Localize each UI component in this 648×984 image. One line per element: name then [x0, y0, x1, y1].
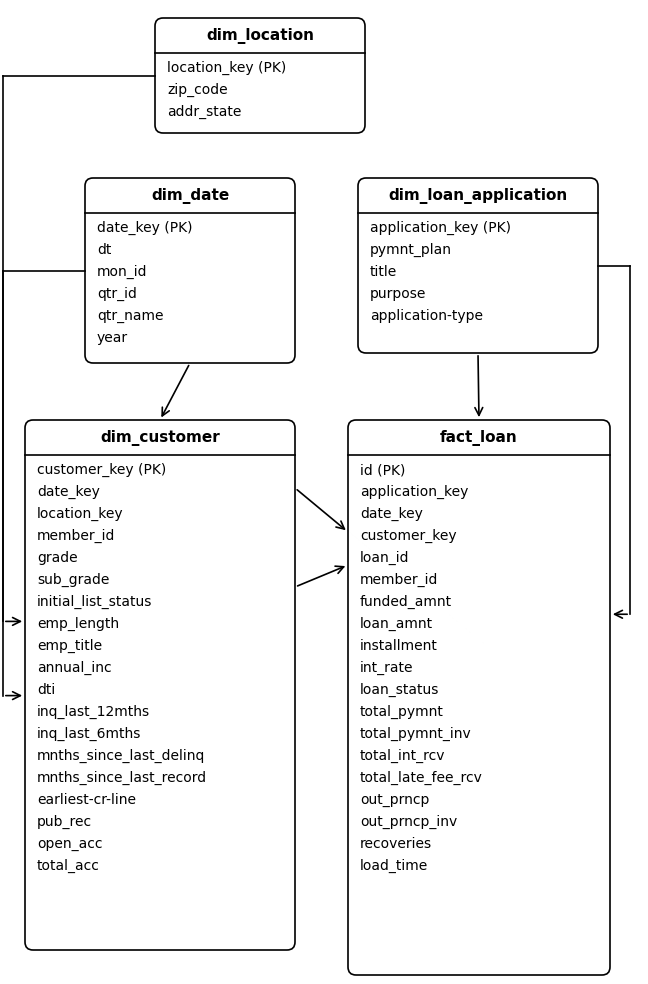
Text: location_key (PK): location_key (PK) [167, 61, 286, 76]
Text: qtr_name: qtr_name [97, 309, 163, 324]
Text: application-type: application-type [370, 309, 483, 324]
Text: mnths_since_last_record: mnths_since_last_record [37, 771, 207, 785]
Text: total_pymnt: total_pymnt [360, 706, 444, 719]
FancyBboxPatch shape [85, 178, 295, 363]
Text: id (PK): id (PK) [360, 463, 406, 477]
Text: purpose: purpose [370, 287, 426, 301]
Text: grade: grade [37, 551, 78, 566]
Text: initial_list_status: initial_list_status [37, 595, 152, 609]
Text: dim_location: dim_location [206, 28, 314, 43]
Text: installment: installment [360, 640, 438, 653]
FancyBboxPatch shape [155, 18, 365, 133]
Text: zip_code: zip_code [167, 84, 227, 97]
Text: total_acc: total_acc [37, 859, 100, 874]
Text: pub_rec: pub_rec [37, 816, 92, 830]
Text: dti: dti [37, 684, 55, 698]
Text: loan_status: loan_status [360, 683, 439, 698]
Text: out_prncp_inv: out_prncp_inv [360, 816, 457, 830]
Text: open_acc: open_acc [37, 837, 102, 851]
Text: total_late_fee_rcv: total_late_fee_rcv [360, 771, 483, 785]
Text: mon_id: mon_id [97, 266, 148, 279]
Text: qtr_id: qtr_id [97, 287, 137, 301]
Text: application_key (PK): application_key (PK) [370, 221, 511, 235]
FancyBboxPatch shape [358, 178, 598, 353]
Text: recoveries: recoveries [360, 837, 432, 851]
Text: date_key (PK): date_key (PK) [97, 221, 192, 235]
Text: dim_loan_application: dim_loan_application [388, 188, 568, 204]
Text: dim_customer: dim_customer [100, 429, 220, 446]
Text: int_rate: int_rate [360, 661, 413, 675]
Text: emp_title: emp_title [37, 640, 102, 653]
Text: annual_inc: annual_inc [37, 661, 111, 675]
Text: loan_id: loan_id [360, 551, 410, 566]
Text: customer_key (PK): customer_key (PK) [37, 463, 167, 477]
FancyBboxPatch shape [25, 420, 295, 950]
Text: inq_last_6mths: inq_last_6mths [37, 727, 141, 742]
Text: funded_amnt: funded_amnt [360, 595, 452, 609]
Text: load_time: load_time [360, 859, 428, 874]
Text: date_key: date_key [37, 485, 100, 500]
Text: addr_state: addr_state [167, 105, 241, 119]
Text: loan_amnt: loan_amnt [360, 617, 433, 632]
Text: member_id: member_id [360, 574, 439, 587]
FancyBboxPatch shape [348, 420, 610, 975]
Text: total_int_rcv: total_int_rcv [360, 750, 446, 764]
Text: date_key: date_key [360, 508, 423, 522]
Text: dt: dt [97, 243, 111, 258]
Text: member_id: member_id [37, 529, 115, 543]
Text: customer_key: customer_key [360, 529, 457, 543]
Text: fact_loan: fact_loan [440, 429, 518, 446]
Text: location_key: location_key [37, 508, 124, 522]
Text: year: year [97, 332, 128, 345]
Text: inq_last_12mths: inq_last_12mths [37, 706, 150, 719]
Text: application_key: application_key [360, 485, 469, 500]
Text: pymnt_plan: pymnt_plan [370, 243, 452, 258]
Text: earliest-cr-line: earliest-cr-line [37, 793, 136, 808]
Text: sub_grade: sub_grade [37, 574, 110, 587]
Text: emp_length: emp_length [37, 617, 119, 632]
Text: dim_date: dim_date [151, 188, 229, 204]
Text: total_pymnt_inv: total_pymnt_inv [360, 727, 472, 742]
Text: title: title [370, 266, 397, 279]
Text: out_prncp: out_prncp [360, 793, 430, 808]
Text: mnths_since_last_delinq: mnths_since_last_delinq [37, 750, 205, 764]
